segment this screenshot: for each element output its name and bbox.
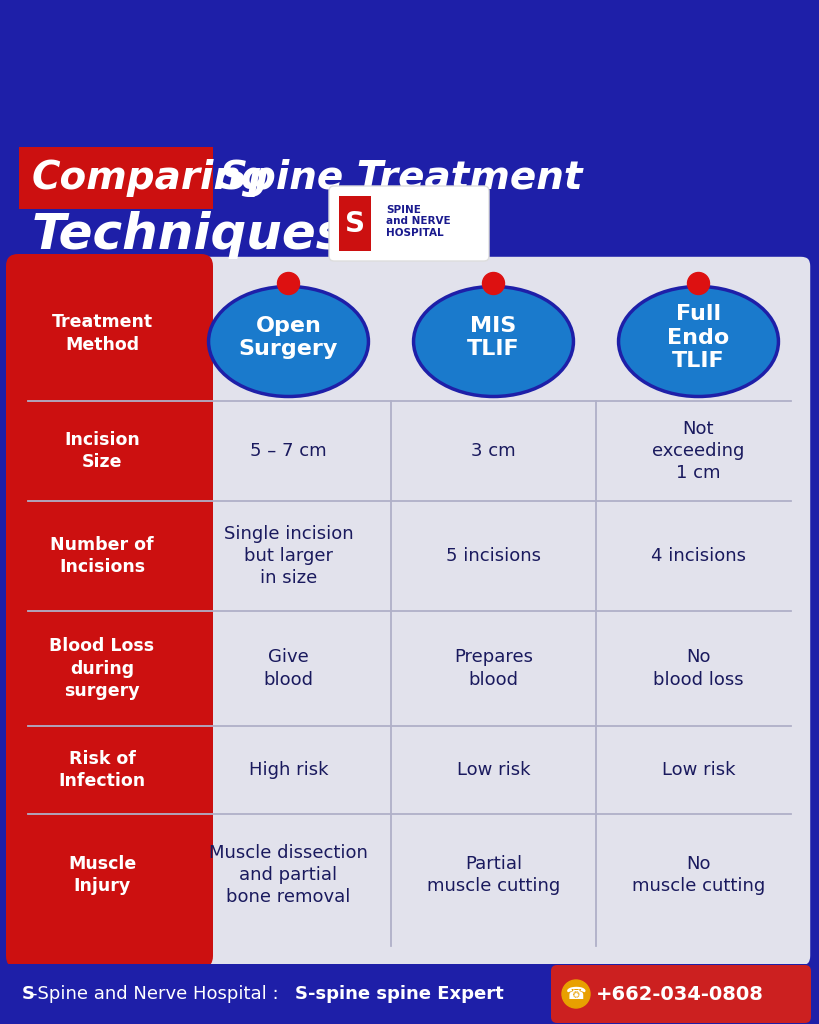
Text: Prepares
blood: Prepares blood — [454, 648, 533, 688]
Text: Not
exceeding
1 cm: Not exceeding 1 cm — [652, 420, 744, 482]
Text: 5 incisions: 5 incisions — [446, 547, 541, 565]
Text: Incision
Size: Incision Size — [64, 431, 140, 471]
Text: Low risk: Low risk — [457, 761, 530, 779]
Circle shape — [562, 980, 590, 1008]
FancyBboxPatch shape — [0, 964, 819, 1024]
Text: SPINE
and NERVE
HOSPITAL: SPINE and NERVE HOSPITAL — [386, 205, 450, 239]
FancyBboxPatch shape — [6, 254, 813, 968]
Text: 3 cm: 3 cm — [471, 442, 516, 460]
Text: -Spine and Nerve Hospital :: -Spine and Nerve Hospital : — [31, 985, 284, 1002]
FancyBboxPatch shape — [19, 147, 213, 209]
Ellipse shape — [414, 287, 573, 396]
Text: S: S — [345, 210, 365, 238]
Text: No
muscle cutting: No muscle cutting — [632, 855, 765, 895]
Text: S-spine spine Expert: S-spine spine Expert — [295, 985, 504, 1002]
Ellipse shape — [209, 287, 369, 396]
FancyBboxPatch shape — [329, 186, 489, 261]
FancyBboxPatch shape — [6, 254, 213, 968]
Text: Partial
muscle cutting: Partial muscle cutting — [427, 855, 560, 895]
Text: Treatment
Method: Treatment Method — [52, 313, 152, 353]
Text: +662-034-0808: +662-034-0808 — [596, 984, 764, 1004]
Text: 4 incisions: 4 incisions — [651, 547, 746, 565]
Text: Full
Endo
TLIF: Full Endo TLIF — [667, 304, 730, 371]
Text: Techniques: Techniques — [32, 211, 346, 259]
Ellipse shape — [618, 287, 778, 396]
Text: Blood Loss
during
surgery: Blood Loss during surgery — [49, 637, 155, 699]
Circle shape — [687, 272, 709, 295]
Text: MIS
TLIF: MIS TLIF — [467, 315, 520, 359]
Text: 5 – 7 cm: 5 – 7 cm — [250, 442, 327, 460]
Circle shape — [278, 272, 300, 295]
Text: Open
Surgery: Open Surgery — [239, 315, 338, 359]
Text: ☎: ☎ — [566, 985, 586, 1002]
Text: Single incision
but larger
in size: Single incision but larger in size — [224, 524, 353, 587]
FancyBboxPatch shape — [181, 266, 206, 956]
Text: Spine Treatment: Spine Treatment — [220, 159, 582, 197]
Text: Muscle dissection
and partial
bone removal: Muscle dissection and partial bone remov… — [209, 844, 368, 906]
Text: Comparing: Comparing — [32, 159, 270, 197]
Text: Number of
Incisions: Number of Incisions — [50, 536, 154, 577]
FancyBboxPatch shape — [551, 965, 811, 1023]
Text: Low risk: Low risk — [662, 761, 735, 779]
Text: No
blood loss: No blood loss — [654, 648, 744, 688]
Text: Risk of
Infection: Risk of Infection — [58, 750, 146, 791]
Text: High risk: High risk — [249, 761, 328, 779]
FancyBboxPatch shape — [339, 196, 371, 251]
Text: Muscle
Injury: Muscle Injury — [68, 855, 136, 895]
Text: Give
blood: Give blood — [264, 648, 314, 688]
Circle shape — [482, 272, 505, 295]
Text: S: S — [22, 985, 35, 1002]
